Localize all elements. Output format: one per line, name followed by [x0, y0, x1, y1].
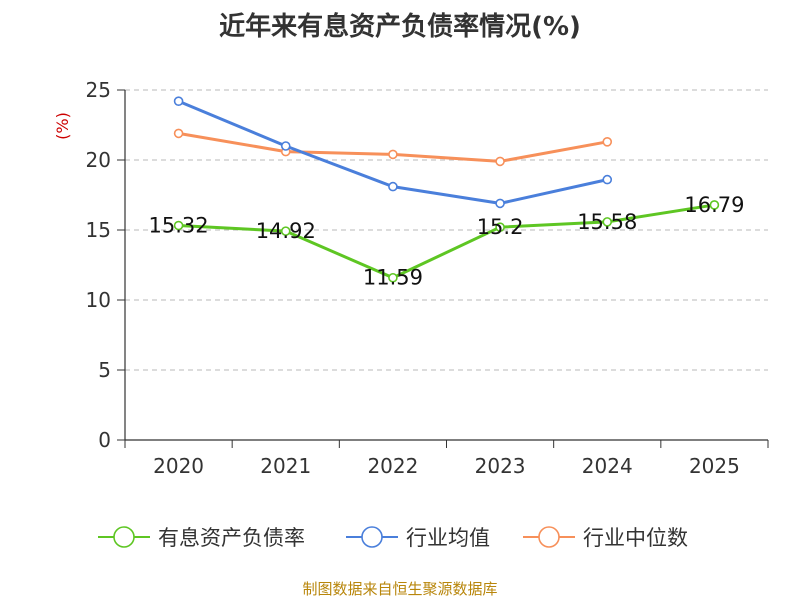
legend-item[interactable]: 行业中位数: [523, 526, 688, 550]
x-tick-label: 2023: [475, 454, 526, 478]
data-point: [388, 149, 398, 160]
legend-label: 行业中位数: [583, 526, 688, 550]
data-point: [388, 272, 398, 283]
data-point: [495, 198, 505, 209]
legend-label: 有息资产负债率: [158, 526, 305, 550]
y-axis-unit: (%): [53, 112, 72, 140]
y-tick-label: 0: [98, 428, 111, 452]
series: [173, 96, 720, 283]
legend[interactable]: 有息资产负债率 行业均值 行业中位数: [98, 526, 688, 550]
legend-label: 行业均值: [406, 526, 490, 550]
data-point: [602, 174, 613, 185]
data-point: [602, 137, 613, 147]
data-point: [709, 200, 720, 210]
data-label: 14.92: [256, 219, 316, 243]
data-point: [173, 96, 184, 106]
legend-item[interactable]: 有息资产负债率: [98, 526, 305, 550]
data-point: [280, 141, 291, 151]
data-label: 15.32: [149, 214, 209, 238]
y-tick-label: 25: [86, 78, 111, 102]
data-point: [173, 220, 184, 231]
legend-marker: [538, 526, 560, 548]
data-point: [495, 156, 505, 167]
chart-title: 近年来有息资产负债率情况(%): [219, 12, 581, 42]
grid-lines: [125, 89, 768, 371]
y-tick-label: 10: [86, 288, 111, 312]
x-tick-label: 2025: [689, 454, 740, 478]
legend-marker: [113, 526, 135, 548]
legend-marker: [361, 526, 383, 548]
x-tick-label: 2020: [153, 454, 204, 478]
legend-item[interactable]: 行业均值: [346, 526, 490, 550]
data-label: 15.58: [577, 210, 637, 234]
y-tick-label: 15: [86, 218, 111, 242]
data-label: 11.59: [363, 266, 423, 290]
x-tick-label: 2022: [367, 454, 418, 478]
series-line: [178, 203, 715, 280]
data-point: [388, 181, 398, 192]
x-tick-label: 2024: [582, 454, 633, 478]
data-point: [602, 217, 613, 227]
y-tick-label: 5: [98, 358, 111, 382]
source-note: 制图数据来自恒生聚源数据库: [302, 580, 498, 598]
data-labels: 15.32 14.92 11.59 15.2 15.58 16.79: [149, 193, 745, 290]
x-tick-label: 2021: [260, 454, 311, 478]
y-tick-label: 20: [86, 148, 111, 172]
data-label: 15.2: [477, 215, 524, 239]
data-point: [173, 128, 184, 139]
data-point: [495, 222, 505, 232]
data-label: 16.79: [684, 193, 744, 217]
data-point: [280, 226, 291, 236]
